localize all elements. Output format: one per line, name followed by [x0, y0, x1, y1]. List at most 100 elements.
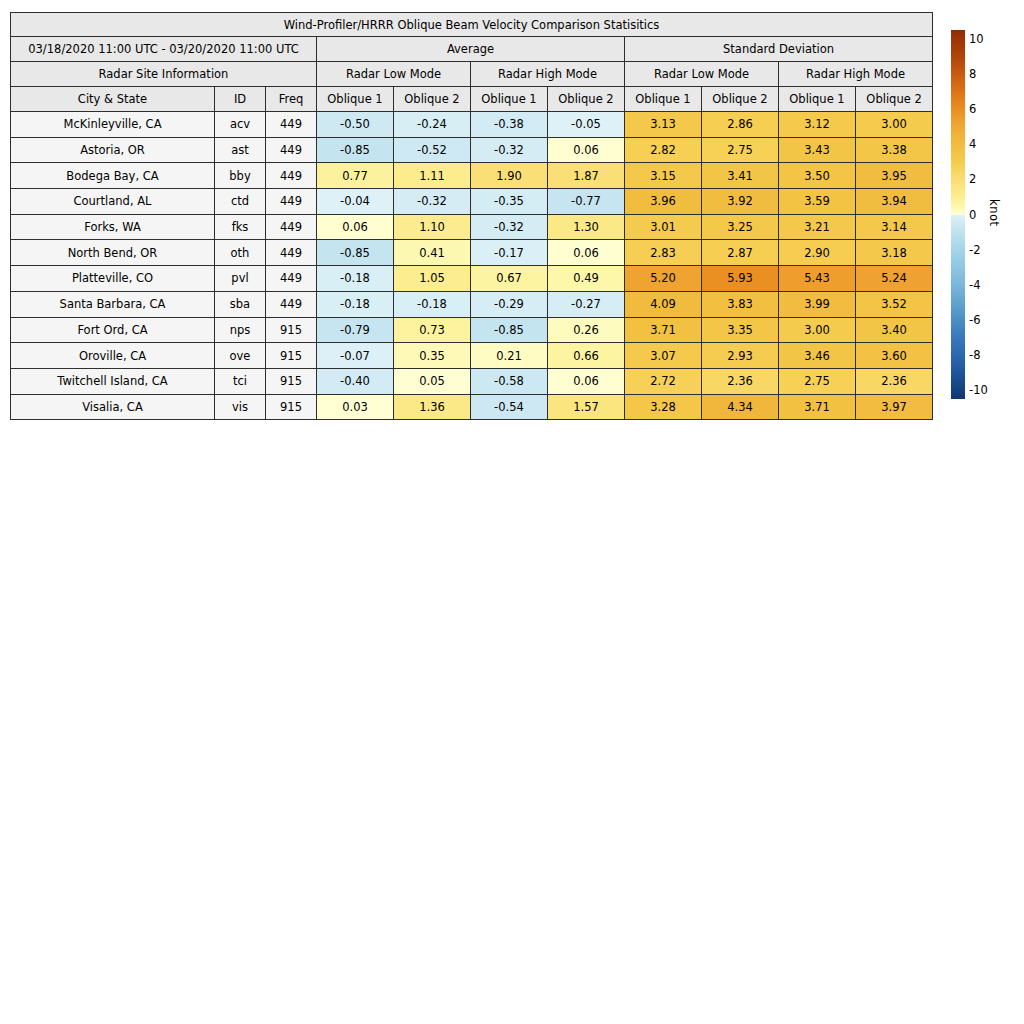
id-cell: ast: [215, 137, 266, 163]
freq-cell: 449: [266, 240, 317, 266]
value-cell: -0.85: [317, 240, 394, 266]
value-cell: -0.07: [317, 343, 394, 369]
id-cell: tci: [215, 368, 266, 394]
value-cell: -0.52: [394, 137, 471, 163]
value-cell: 1.05: [394, 266, 471, 292]
value-cell: 3.12: [779, 112, 856, 138]
table-row: Visalia, CAvis9150.031.36-0.541.573.284.…: [11, 394, 933, 420]
value-cell: -0.32: [394, 189, 471, 215]
city-cell: Platteville, CO: [11, 266, 215, 292]
colorbar-tick: 10: [969, 32, 984, 46]
table-row: Oroville, CAove915-0.070.350.210.663.072…: [11, 343, 933, 369]
freq-cell: 449: [266, 214, 317, 240]
freq-cell: 449: [266, 291, 317, 317]
id-cell: nps: [215, 317, 266, 343]
colorbar-gradient: [951, 30, 965, 399]
colorbar-tick: -4: [969, 278, 980, 292]
value-cell: 3.60: [856, 343, 933, 369]
value-cell: 3.07: [625, 343, 702, 369]
city-cell: Courtland, AL: [11, 189, 215, 215]
table-row: Astoria, ORast449-0.85-0.52-0.320.062.82…: [11, 137, 933, 163]
id-cell: acv: [215, 112, 266, 138]
value-cell: -0.32: [471, 137, 548, 163]
city-cell: Bodega Bay, CA: [11, 163, 215, 189]
column-header-row: City & State ID Freq Oblique 1 Oblique 2…: [11, 87, 933, 112]
table-row: Courtland, ALctd449-0.04-0.32-0.35-0.773…: [11, 189, 933, 215]
freq-cell: 915: [266, 343, 317, 369]
freq-cell: 449: [266, 137, 317, 163]
value-cell: -0.05: [548, 112, 625, 138]
city-cell: McKinleyville, CA: [11, 112, 215, 138]
avg-low-oblique2-header: Oblique 2: [394, 87, 471, 112]
value-cell: 3.99: [779, 291, 856, 317]
value-cell: 4.09: [625, 291, 702, 317]
date-range-cell: 03/18/2020 11:00 UTC - 03/20/2020 11:00 …: [11, 37, 317, 62]
value-cell: -0.17: [471, 240, 548, 266]
value-cell: 5.20: [625, 266, 702, 292]
value-cell: 3.15: [625, 163, 702, 189]
value-cell: 0.06: [317, 214, 394, 240]
value-cell: 1.36: [394, 394, 471, 420]
title-row: Wind-Profiler/HRRR Oblique Beam Velocity…: [11, 13, 933, 37]
value-cell: -0.54: [471, 394, 548, 420]
table-row: Santa Barbara, CAsba449-0.18-0.18-0.29-0…: [11, 291, 933, 317]
value-cell: 2.75: [702, 137, 779, 163]
colorbar-tick: -6: [969, 313, 980, 327]
value-cell: 1.10: [394, 214, 471, 240]
value-cell: 3.97: [856, 394, 933, 420]
value-cell: 2.75: [779, 368, 856, 394]
colorbar-tick: 4: [969, 137, 976, 151]
freq-cell: 915: [266, 317, 317, 343]
value-cell: 0.77: [317, 163, 394, 189]
value-cell: -0.85: [471, 317, 548, 343]
value-cell: 0.73: [394, 317, 471, 343]
value-cell: 3.96: [625, 189, 702, 215]
value-cell: 3.71: [779, 394, 856, 420]
value-cell: 2.36: [702, 368, 779, 394]
value-cell: 3.83: [702, 291, 779, 317]
value-cell: 3.94: [856, 189, 933, 215]
std-high-oblique1-header: Oblique 1: [779, 87, 856, 112]
freq-cell: 449: [266, 163, 317, 189]
value-cell: -0.35: [471, 189, 548, 215]
city-cell: Twitchell Island, CA: [11, 368, 215, 394]
value-cell: -0.38: [471, 112, 548, 138]
value-cell: 1.30: [548, 214, 625, 240]
table-title: Wind-Profiler/HRRR Oblique Beam Velocity…: [11, 13, 933, 37]
avg-high-mode-header: Radar High Mode: [471, 62, 625, 87]
value-cell: 0.49: [548, 266, 625, 292]
id-cell: ctd: [215, 189, 266, 215]
value-cell: 1.90: [471, 163, 548, 189]
id-cell: ove: [215, 343, 266, 369]
value-cell: 2.93: [702, 343, 779, 369]
value-cell: 2.72: [625, 368, 702, 394]
value-cell: 2.87: [702, 240, 779, 266]
table-row: McKinleyville, CAacv449-0.50-0.24-0.38-0…: [11, 112, 933, 138]
id-cell: sba: [215, 291, 266, 317]
value-cell: 3.38: [856, 137, 933, 163]
value-cell: 3.00: [779, 317, 856, 343]
value-cell: 3.01: [625, 214, 702, 240]
value-cell: -0.29: [471, 291, 548, 317]
value-cell: 2.36: [856, 368, 933, 394]
value-cell: -0.40: [317, 368, 394, 394]
value-cell: 0.06: [548, 368, 625, 394]
colorbar-tick: 6: [969, 102, 976, 116]
std-high-mode-header: Radar High Mode: [779, 62, 933, 87]
colorbar-tick: 0: [969, 208, 976, 222]
colorbar-unit-label: knot: [987, 199, 1001, 227]
city-cell: Oroville, CA: [11, 343, 215, 369]
freq-cell: 915: [266, 368, 317, 394]
value-cell: 3.41: [702, 163, 779, 189]
value-cell: 3.92: [702, 189, 779, 215]
value-cell: 3.71: [625, 317, 702, 343]
value-cell: 3.21: [779, 214, 856, 240]
id-cell: vis: [215, 394, 266, 420]
value-cell: 0.35: [394, 343, 471, 369]
value-cell: 2.86: [702, 112, 779, 138]
value-cell: 5.93: [702, 266, 779, 292]
value-cell: 0.06: [548, 240, 625, 266]
value-cell: 5.24: [856, 266, 933, 292]
freq-cell: 915: [266, 394, 317, 420]
value-cell: 2.82: [625, 137, 702, 163]
